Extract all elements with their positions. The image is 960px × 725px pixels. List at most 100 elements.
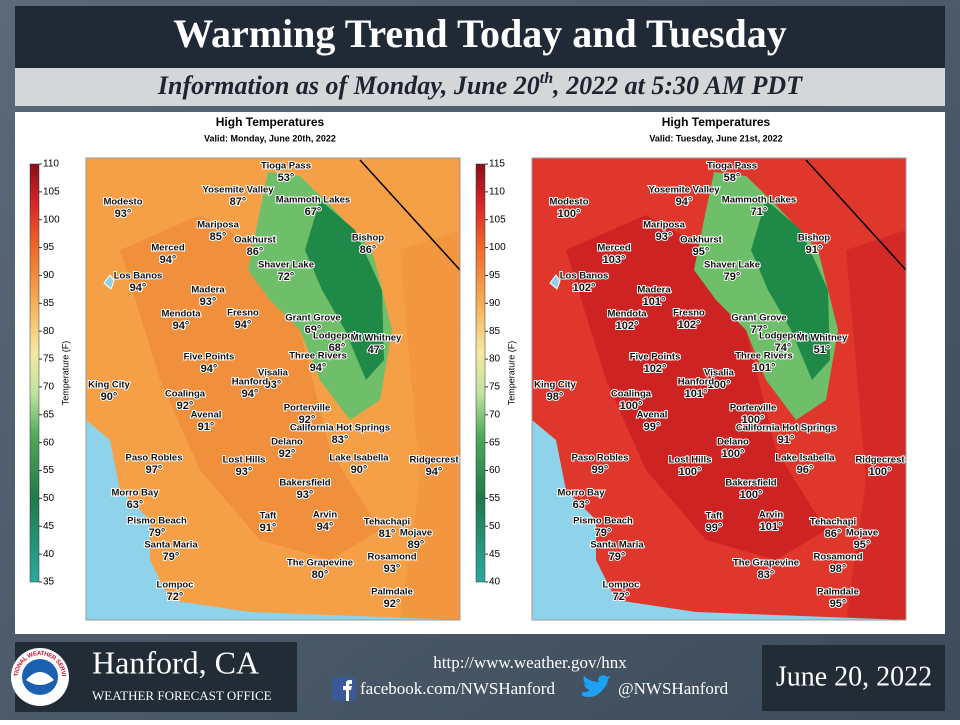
city-temp: 93° [115,208,132,220]
city-name: Avenal [191,410,222,421]
city-temp: 89° [408,539,425,551]
city-name: Oakhurst [234,235,277,246]
panel-valid: Valid: Monday, June 20th, 2022 [204,133,336,143]
city-temp: 94° [130,282,147,294]
city-name: Mendota [607,309,647,320]
city-temp: 63° [573,499,590,511]
city-temp: 86° [247,246,264,258]
facebook-link[interactable]: facebook.com/NWSHanford [360,679,555,698]
lake [103,274,115,290]
city-name: Paso Robles [125,453,182,464]
city-name: Paso Robles [571,453,628,464]
city-temp: 53° [278,172,295,184]
city-name: Mojave [400,528,432,539]
city-name: Yosemite Valley [648,185,720,196]
city-temp: 74° [775,342,792,354]
date-box [762,645,945,711]
city-temp: 91° [260,522,277,534]
colorbar-tick-label: 115 [489,159,505,170]
colorbar-tick-label: 80 [43,326,55,337]
city-name: Lompoc [603,580,640,591]
colorbar-tick-label: 105 [489,214,506,225]
colorbar-tick-label: 45 [43,521,55,532]
city-temp: 100° [708,379,731,391]
city-temp: 72° [613,591,630,603]
city-name: Madera [191,285,225,296]
city-name: Lodgepole [313,331,361,342]
colorbar-tick-label: 45 [489,549,501,560]
colorbar-tick-label: 80 [489,354,501,365]
city-temp: 72° [167,591,184,603]
city-temp: 102° [616,320,639,332]
city-temp: 100° [558,208,581,220]
city-name: Lompoc [157,580,194,591]
lake [549,274,561,290]
city-temp: 94° [201,363,218,375]
date: June 20, 2022 [776,661,932,692]
title-band [15,6,945,68]
city-name: Lost Hills [669,455,712,466]
city-name: Pismo Beach [127,516,187,527]
colorbar-tick-label: 95 [489,270,501,281]
state-border [805,159,907,271]
city-name: Morro Bay [558,488,606,499]
colorbar-tick-label: 95 [43,242,55,253]
map-panel: High Temperatures Valid: Monday, June 20t… [29,115,461,621]
colorbar-tick-label: 85 [43,298,55,309]
city-temp: 94° [676,196,693,208]
city-name: Arvin [759,510,783,521]
city-name: Tehachapi [364,517,410,528]
city-temp: 95° [830,598,847,610]
subtitle-sup: th [540,70,553,87]
city-temp: 95° [693,246,710,258]
city-temp: 93° [265,379,282,391]
panel-title: High Temperatures [662,115,771,129]
sierra-high [305,200,384,380]
city-name: Lake Isabella [329,453,389,464]
colorbar-tick-label: 100 [489,242,506,253]
city-name: Mammoth Lakes [722,195,796,206]
state-border [359,159,461,271]
twitter-link[interactable]: @NWSHanford [618,679,729,698]
city-temp: 91° [198,421,215,433]
city-temp: 102° [644,363,667,375]
city-name: Madera [637,285,671,296]
city-name: Tioga Pass [261,161,311,172]
city-name: Tioga Pass [707,161,757,172]
city-name: Five Points [630,352,681,363]
colorbar-label: Temperature (F) [60,341,70,406]
subtitle: Information as of Monday, June 20th, 202… [157,70,803,100]
city-name: California Hot Springs [290,423,390,434]
subtitle-text: , 2022 at 5:30 AM PDT [552,71,803,100]
city-name: Delano [271,437,303,448]
city-temp: 68° [329,342,346,354]
city-name: Five Points [184,352,235,363]
city-name: Lost Hills [223,455,266,466]
city-temp: 79° [595,527,612,539]
city-name: Fresno [673,308,705,319]
facebook-glyph [343,680,352,701]
city-name: Rosamond [813,552,862,563]
url[interactable]: http://www.weather.gov/hnx [433,653,627,672]
city-temp: 100° [869,466,892,478]
colorbar-tick-label: 35 [43,577,55,588]
map-panel: High Temperatures Valid: Tuesday, June 21… [475,115,907,621]
colorbar-tick-label: 70 [489,409,501,420]
city-name: Santa Maria [144,540,198,551]
city-name: Mojave [846,528,878,539]
city-name: Los Banos [560,271,609,282]
city-temp: 79° [149,527,166,539]
colorbar-tick-label: 60 [43,437,55,448]
city-name: Lake Isabella [775,453,835,464]
colorbar-tick-label: 40 [489,577,501,588]
valley [120,215,380,560]
logo-cloud [26,672,54,685]
city-temp: 99° [706,522,723,534]
sierra-high [751,200,830,380]
city-name: Ridgecrest [409,455,459,466]
colorbar-tick-label: 55 [489,493,501,504]
colorbar-tick-label: 65 [43,409,55,420]
city-temp: 101° [753,362,776,374]
city-temp: 85° [210,231,227,243]
city-temp: 94° [160,254,177,266]
